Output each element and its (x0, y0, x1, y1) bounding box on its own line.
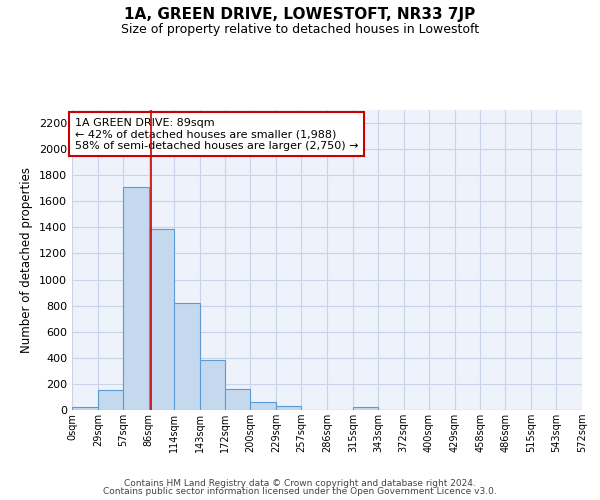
Text: Contains HM Land Registry data © Crown copyright and database right 2024.: Contains HM Land Registry data © Crown c… (124, 478, 476, 488)
Text: Size of property relative to detached houses in Lowestoft: Size of property relative to detached ho… (121, 22, 479, 36)
Bar (149, 228, 173, 410)
Bar (123, 187, 149, 410)
Y-axis label: Number of detached properties: Number of detached properties (20, 167, 34, 353)
Bar (276, 406, 301, 410)
Bar (72, 408, 98, 410)
Bar (173, 303, 199, 410)
Bar (250, 402, 276, 410)
Text: Contains public sector information licensed under the Open Government Licence v3: Contains public sector information licen… (103, 487, 497, 496)
Bar (226, 389, 250, 410)
Text: 1A GREEN DRIVE: 89sqm
← 42% of detached houses are smaller (1,988)
58% of semi-d: 1A GREEN DRIVE: 89sqm ← 42% of detached … (74, 118, 358, 150)
Bar (199, 360, 226, 410)
Text: 1A, GREEN DRIVE, LOWESTOFT, NR33 7JP: 1A, GREEN DRIVE, LOWESTOFT, NR33 7JP (124, 8, 476, 22)
Bar (98, 390, 123, 410)
Bar (353, 406, 378, 410)
